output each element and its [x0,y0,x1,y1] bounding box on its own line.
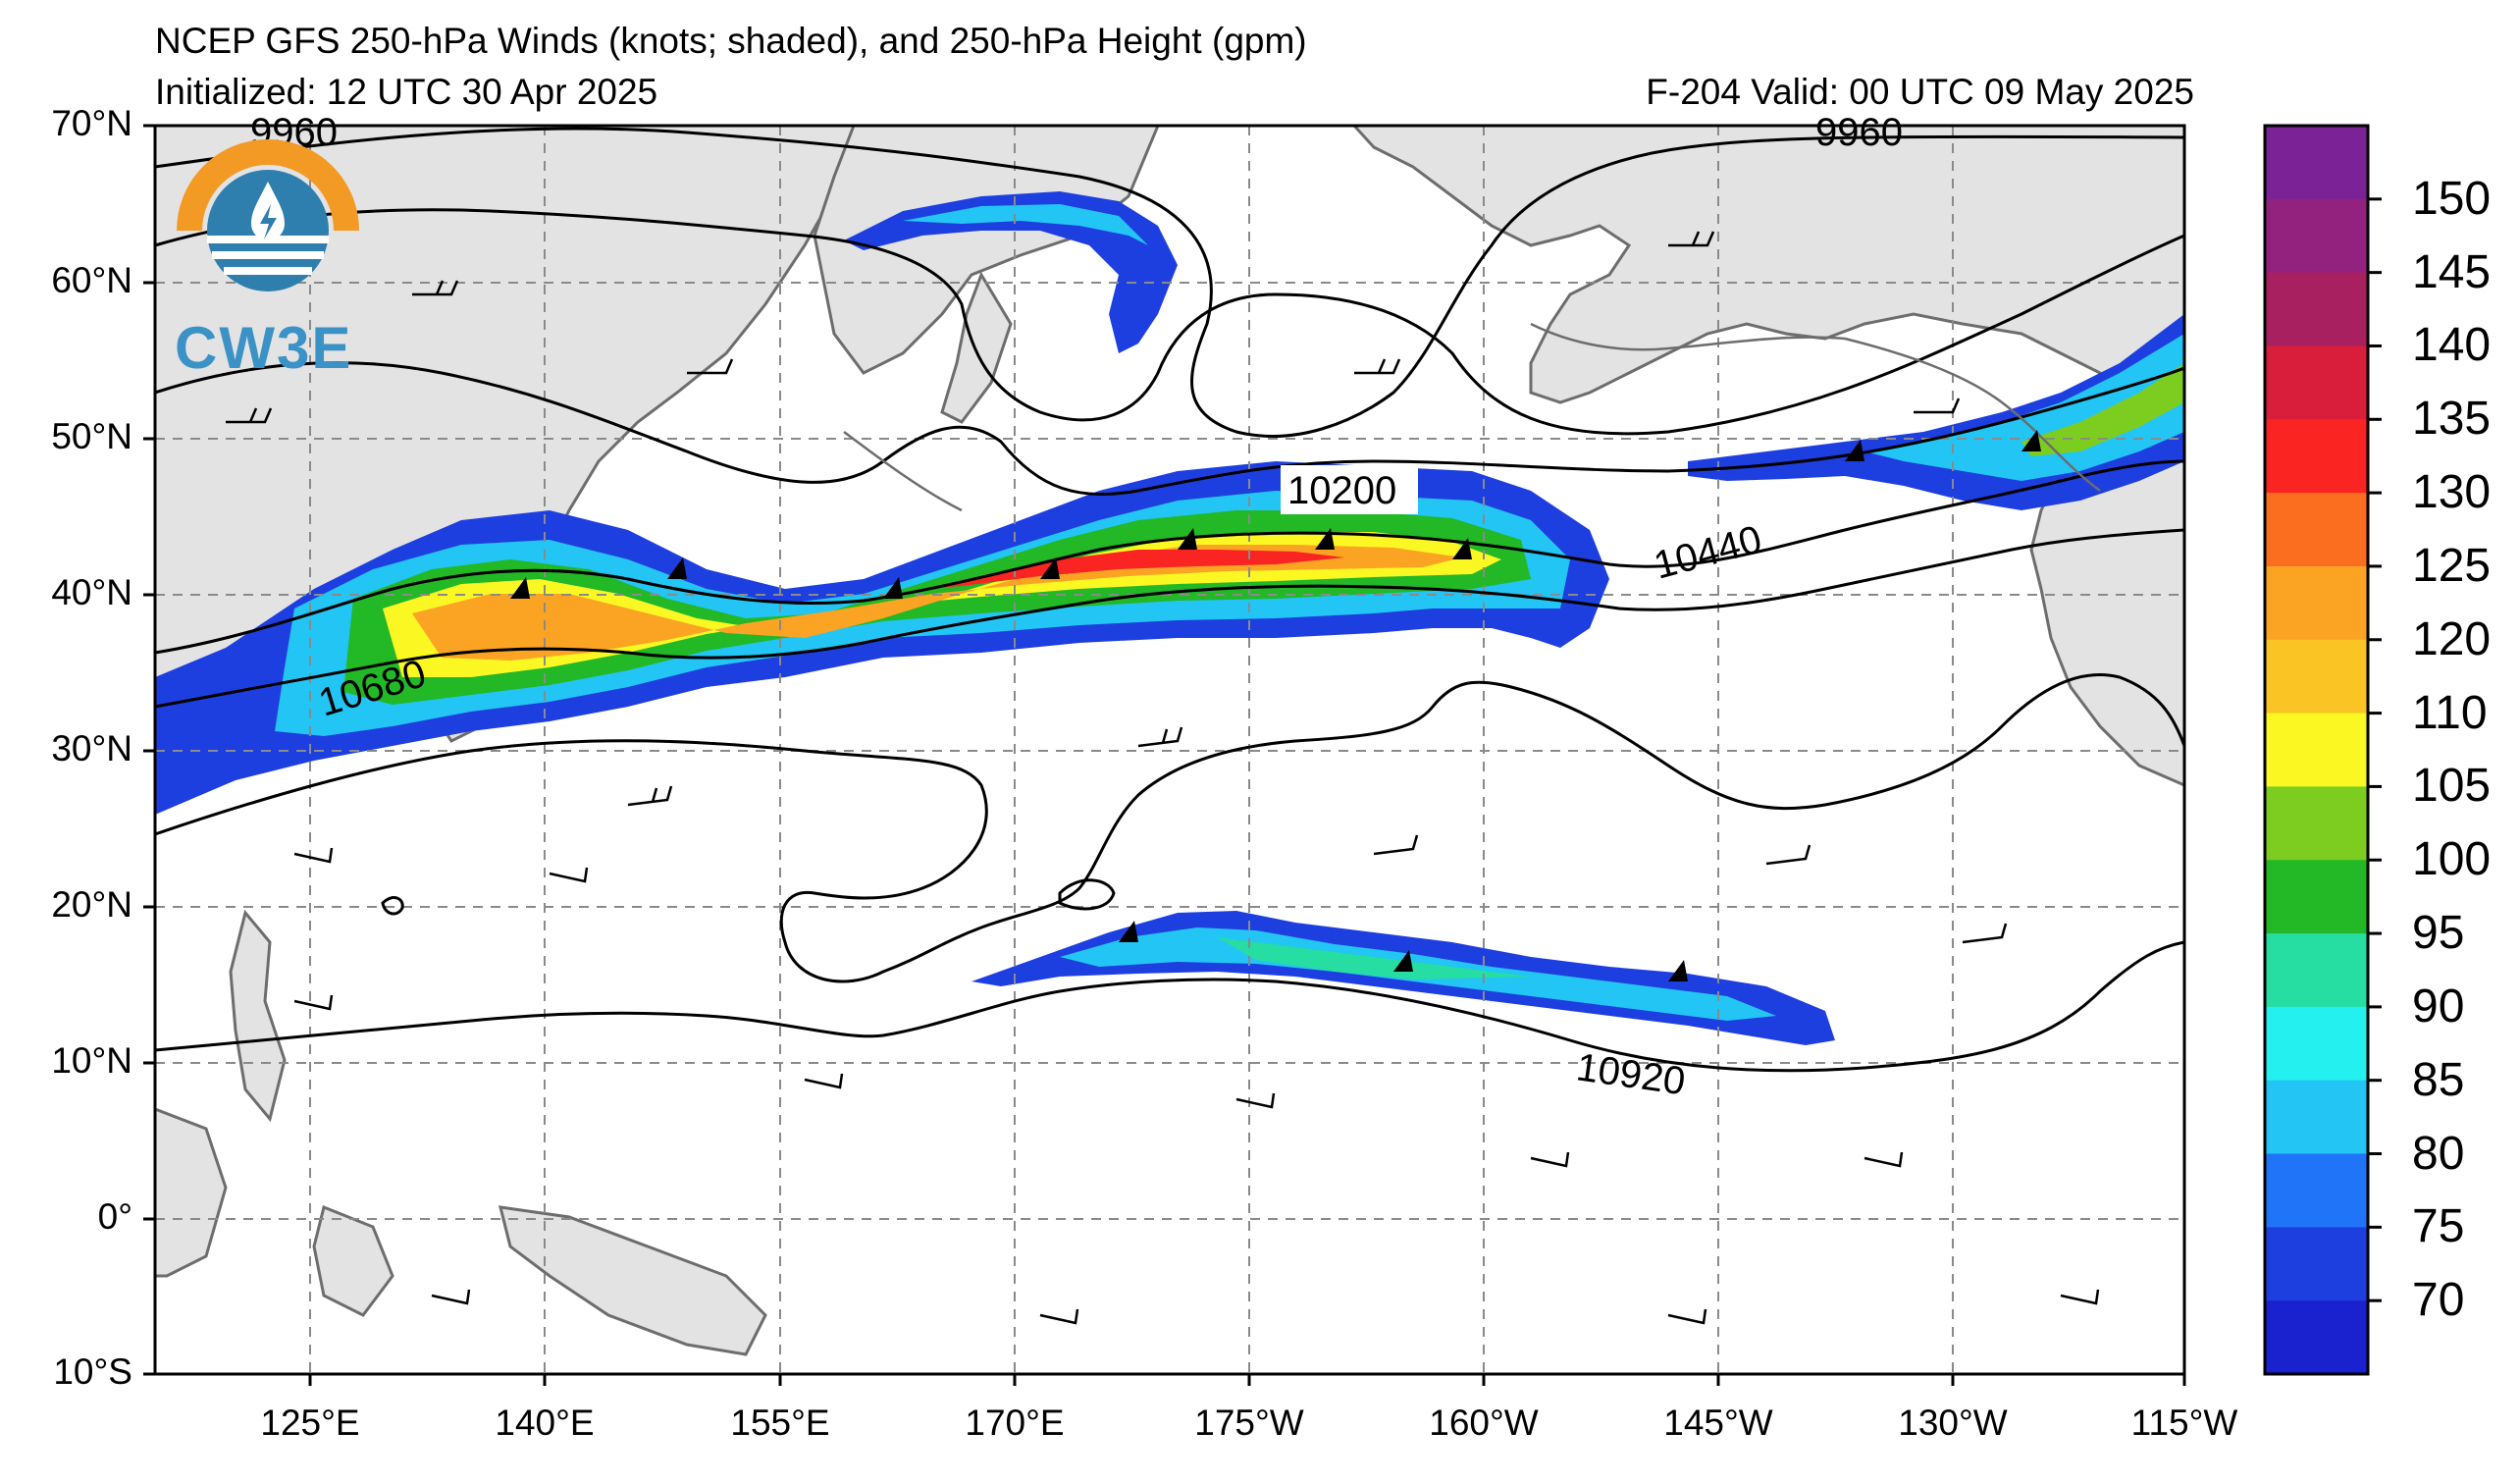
contour-label-group: 10200 10440 10680 10920 9960 9960 [250,111,1903,1103]
colorbar-swatch [2265,1006,2368,1082]
jet-alaska-100kt [2021,363,2184,456]
y-axis-label: 0° [97,1196,132,1237]
colorbar-swatch [2265,493,2368,567]
x-axis-label: 115°W [2130,1403,2238,1443]
colorbar-label: 85 [2412,1053,2465,1106]
y-axis-label: 70°N [51,103,132,143]
colorbar-label: 105 [2412,760,2492,813]
contour-label: 10200 [1287,469,1396,512]
x-axis-label: 145°W [1663,1403,1773,1443]
alaska-landmass [1351,126,2184,414]
indonesia-east [312,1204,394,1317]
colorbar-label: 90 [2412,980,2465,1033]
initialized-label: Initialized: 12 UTC 30 Apr 2025 [155,72,658,112]
colorbar-swatch [2265,933,2368,1008]
colorbar-swatch [2265,860,2368,934]
colorbar-swatch [2265,639,2368,715]
x-axis-label: 155°E [730,1403,830,1443]
axis-ticks [143,124,2186,1386]
y-axis-label: 60°N [51,260,132,300]
y-axis-label: 10°N [51,1040,132,1081]
y-axis-label: 30°N [51,728,132,768]
colorbar-label: 130 [2412,466,2492,519]
jet-north-125kt [412,545,1462,661]
colorbar-swatch [2265,1227,2368,1301]
x-axis-label: 140°E [495,1403,595,1443]
colorbar-frame [2263,124,2370,1376]
y-axis-label: 50°N [51,416,132,456]
jet-bering-75kt [844,191,1178,353]
colorbar-swatch [2265,198,2368,274]
philippines [229,909,287,1123]
colorbar-swatch [2265,565,2368,641]
colorbar-swatch [2265,272,2368,346]
x-axis-label: 170°E [965,1403,1065,1443]
valid-time-label: F-204 Valid: 00 UTC 09 May 2025 [1646,72,2194,112]
jet-south-90kt [1217,937,1531,980]
logo-icon [177,139,359,291]
colorbar-label: 135 [2412,393,2492,446]
y-axis-label: 40°N [51,572,132,612]
colorbar-swatch [2265,419,2368,494]
colorbar-label: 75 [2412,1200,2465,1253]
jet-north-135kt [922,550,1344,589]
pennant-barbs [510,430,2041,981]
colorbar-swatch [2265,713,2368,787]
colorbar-label: 110 [2412,686,2488,739]
colorbar-label: 140 [2412,319,2492,372]
colorbar-swatch [2265,1153,2368,1228]
colorbar-label: 95 [2412,907,2465,960]
colorbar-swatch [2265,345,2368,420]
colorbar-swatch [2265,126,2368,200]
colorbar-label: 70 [2412,1274,2465,1327]
cw3e-logo: CW3E [165,137,371,393]
colorbar-swatch [2265,1300,2368,1375]
colorbar [2265,126,2368,1375]
colorbar-swatch [2265,1080,2368,1155]
colorbar-label: 120 [2412,612,2492,665]
x-axis-label: 160°W [1429,1403,1539,1443]
contour-label: 9960 [1815,111,1903,154]
new-guinea [499,1205,767,1356]
borneo [155,1107,228,1278]
x-axis-label: 175°W [1194,1403,1304,1443]
x-axis-label: 130°W [1898,1403,2008,1443]
height-contours [155,127,2184,1073]
colorbar-label: 145 [2412,245,2492,298]
colorbar-label: 150 [2412,172,2492,225]
colorbar-label: 125 [2412,539,2492,592]
y-axis-label: 20°N [51,884,132,925]
jet-alaska-85kt [1864,334,2184,481]
contour-label-10200-box [1281,465,1418,514]
colorbar-label: 80 [2412,1127,2465,1180]
wind-barbs [226,231,2100,1325]
lat-lon-grid [155,126,2184,1374]
logo-text: CW3E [175,315,353,381]
coastlines [843,322,2101,512]
colorbar-ticks [2368,197,2382,1302]
colorbar-swatch [2265,786,2368,861]
colorbar-label: 100 [2412,833,2492,886]
x-axis-label: 125°E [260,1403,360,1443]
map-title: NCEP GFS 250-hPa Winds (knots; shaded), … [155,21,1307,61]
y-axis-label: 10°S [53,1351,132,1392]
jet-bering-85kt [903,204,1148,245]
